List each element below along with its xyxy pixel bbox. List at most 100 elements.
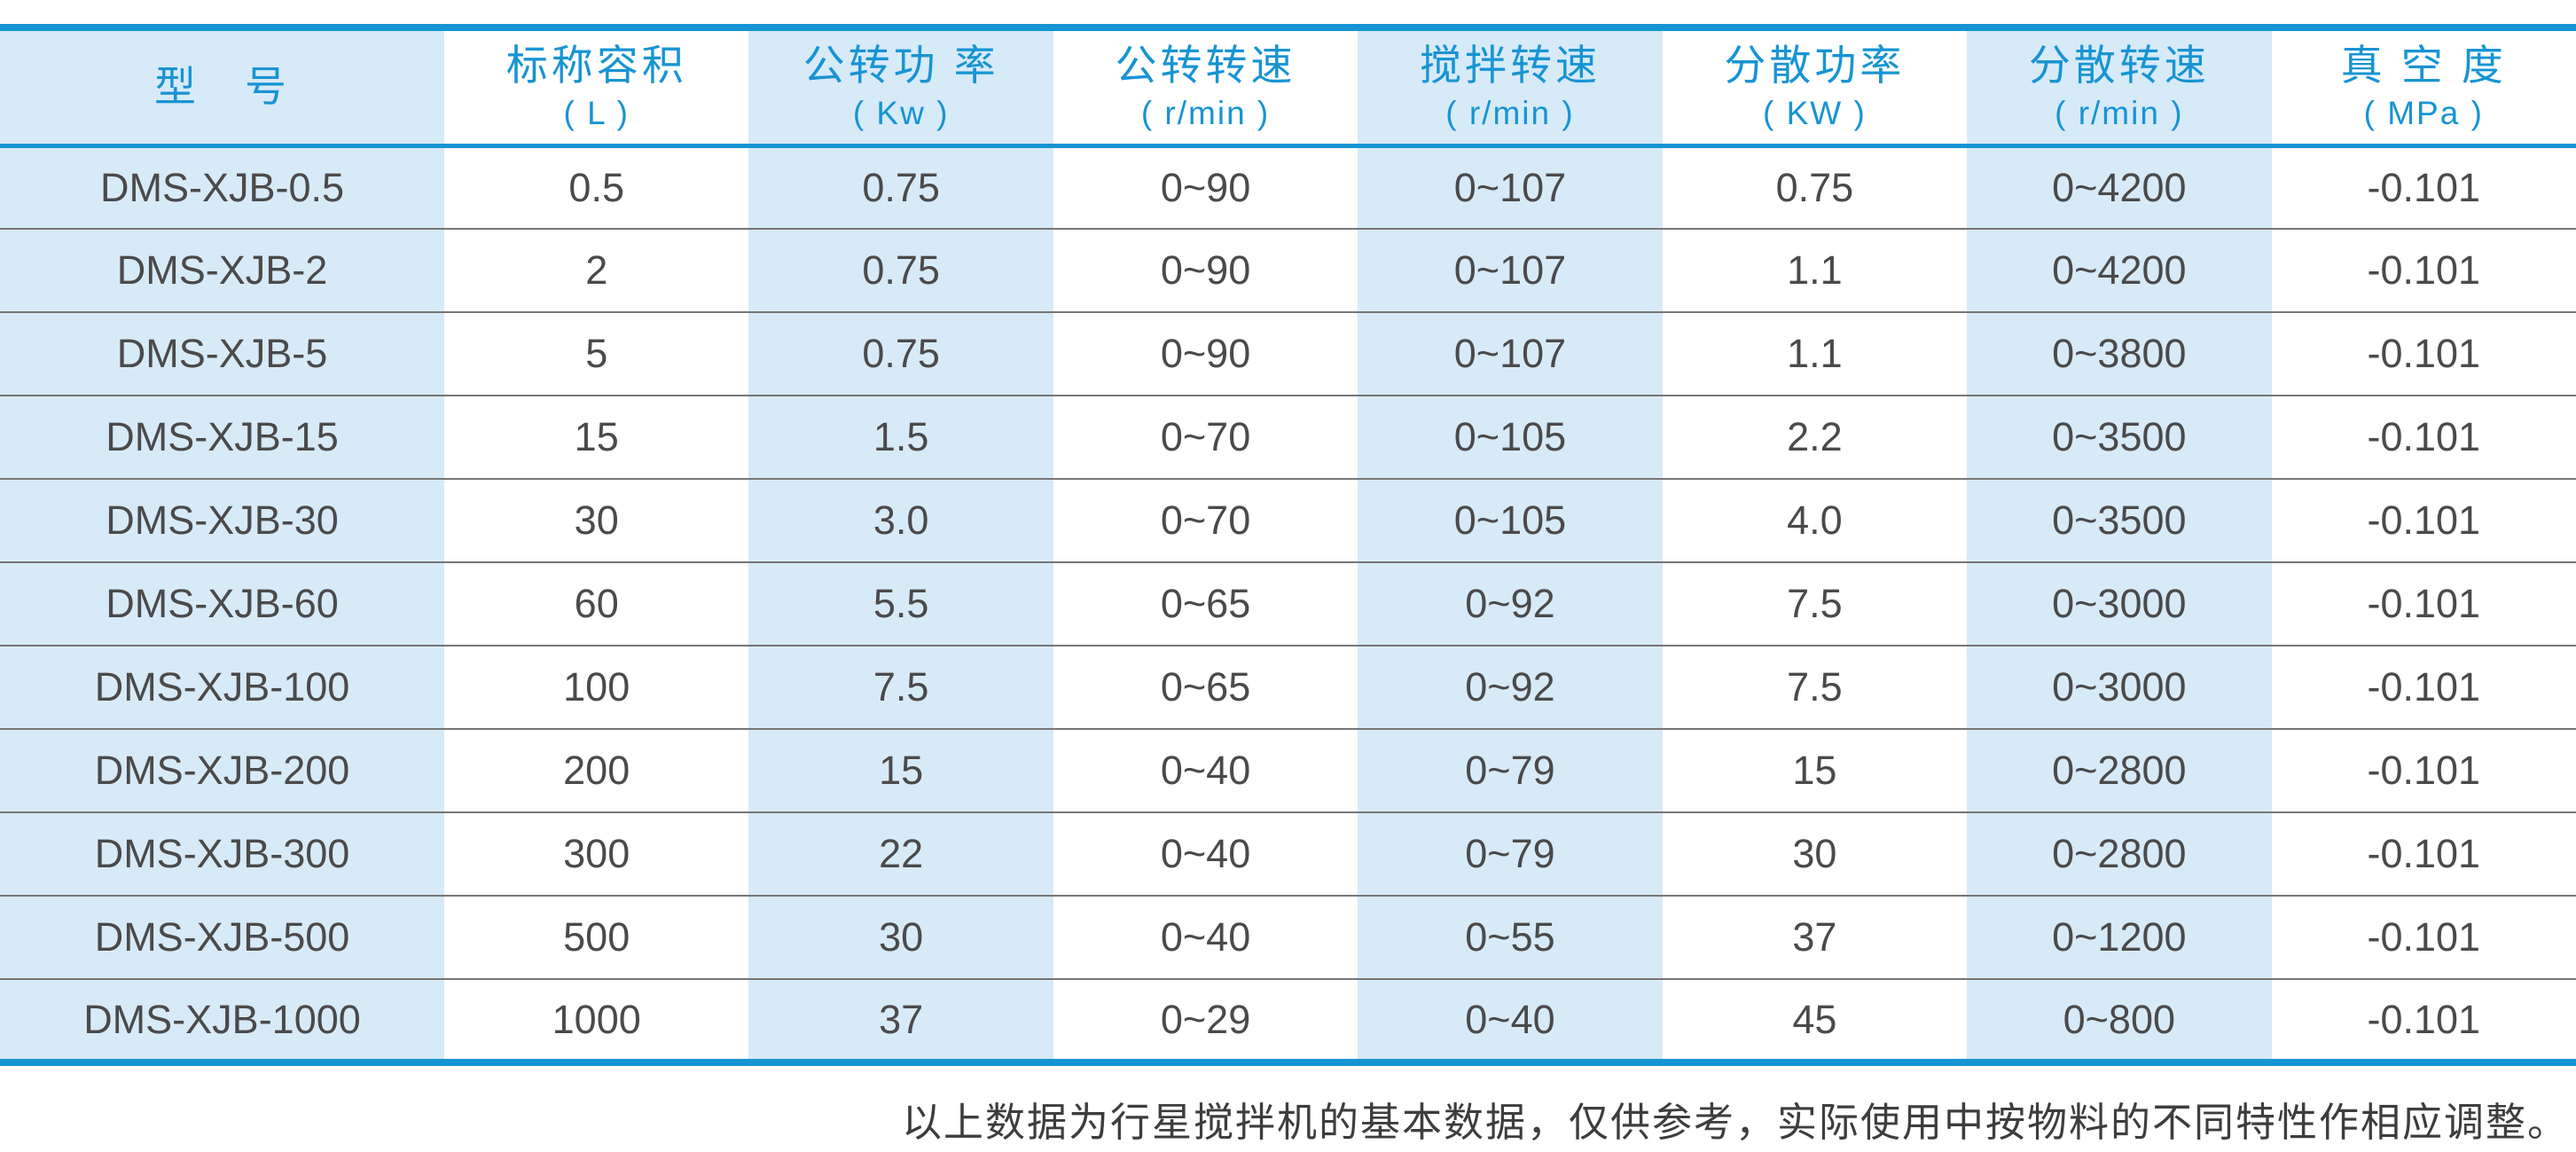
value-cell: 0~40: [1053, 811, 1358, 896]
table-row: DMS-XJB-500 500 30 0~40 0~55 37 0~1200 -0.101: [0, 895, 2576, 979]
model-cell: DMS-XJB-0.5: [99, 164, 345, 210]
header-cell-5: 搅拌转速 ( r/min ): [1358, 27, 1663, 148]
header-cell-6: 分散功率 ( KW ): [1662, 27, 1968, 148]
table-row: DMS-XJB-2 2 0.75 0~90 0~107 1.1 0~4200 -0.101: [0, 228, 2576, 312]
value-cell: 1.1: [1662, 228, 1968, 312]
header-label: 公转功 率: [803, 42, 999, 90]
value-cell: 1.1: [1662, 311, 1968, 396]
table-row: DMS-XJB-100 100 7.5 0~65 0~92 7.5 0~3000 -0.101: [0, 645, 2576, 729]
model-cell: DMS-XJB-5: [0, 311, 444, 396]
model-cell: DMS-XJB-1000: [0, 978, 444, 1062]
value-cell: 30: [748, 895, 1053, 979]
value-cell: 7.5: [1662, 645, 1968, 729]
value-cell: -0.101: [2271, 728, 2576, 812]
table-row: DMS-XJB-300 300 22 0~40 0~79 30 0~2800 -0.101: [0, 811, 2576, 896]
model-cell: DMS-XJB-60: [0, 561, 444, 646]
model-cell: DMS-XJB-200: [0, 728, 444, 812]
value-cell: 1000: [444, 978, 749, 1062]
value-cell: 0.5: [568, 164, 624, 210]
header-label: 标称容积: [505, 42, 687, 90]
header-cell-2: 标称容积 ( L ): [444, 27, 749, 148]
value-cell: 0~2800: [1967, 811, 2272, 896]
header-label: 搅拌转速: [1419, 42, 1601, 90]
value-cell: 0~79: [1358, 811, 1663, 896]
planetary-mixer-spec-table: 型 号标称容积( L ) 公转功 率( Kw ) 公转转速( r/min ) 搅拌转速…: [0, 24, 2576, 1066]
value-cell: 2.2: [1662, 395, 1968, 479]
value-cell: 0~90: [1160, 164, 1251, 210]
header-unit: ( r/min ): [2055, 95, 2184, 132]
table-body: DMS-XJB-0.5 0.5 0.75 0~90 0~107 0.75 0~4200 -0.…: [0, 145, 2576, 1062]
value-cell: 0~92: [1358, 645, 1663, 729]
value-cell: 15: [748, 728, 1053, 812]
header-unit: ( r/min ): [1140, 95, 1271, 132]
value-cell: 2: [444, 228, 749, 312]
value-cell: -0.101: [2271, 895, 2576, 979]
value-cell: 300: [444, 811, 749, 896]
value-cell: 37: [1662, 895, 1968, 979]
value-cell: -0.101: [2271, 811, 2576, 896]
value-cell: 0~79: [1358, 728, 1663, 812]
value-cell: -0.101: [2271, 645, 2576, 729]
value-cell: 0~107: [1358, 228, 1663, 312]
value-cell: 0~3500: [1967, 478, 2272, 562]
value-cell: 0~2800: [1967, 728, 2272, 812]
table-row: DMS-XJB-60 60 5.5 0~65 0~92 7.5 0~3000 -0.101: [0, 561, 2576, 646]
value-cell: 5: [444, 311, 749, 396]
value-cell: 0~40: [1053, 728, 1358, 812]
value-cell: 1.5: [748, 395, 1053, 479]
header-row: 型 号标称容积( L ) 公转功 率( Kw ) 公转转速( r/min ) 搅拌转速…: [0, 27, 2576, 148]
value-cell: 30: [444, 478, 749, 562]
value-cell: 0~92: [1358, 561, 1663, 646]
value-cell: -0.101: [2271, 978, 2576, 1062]
value-cell: 0~800: [1967, 978, 2272, 1062]
header-cell-8: 真 空 度 ( MPa ): [2271, 27, 2576, 148]
table-header: 型 号标称容积( L ) 公转功 率( Kw ) 公转转速( r/min ) 搅拌转速…: [0, 27, 2576, 148]
value-cell: 0~107: [1358, 311, 1663, 396]
value-cell: 500: [444, 895, 749, 979]
value-cell: 0~70: [1053, 478, 1358, 562]
value-cell: 0~29: [1053, 978, 1358, 1062]
model-cell: DMS-XJB-30: [0, 478, 444, 562]
header-label: 分散功率: [1724, 42, 1906, 90]
value-cell: -0.101: [2271, 311, 2576, 396]
value-cell: 0~40: [1358, 978, 1663, 1062]
value-cell: 0~90: [1053, 228, 1358, 312]
value-cell: 100: [444, 645, 749, 729]
header-unit: ( MPa ): [2363, 95, 2484, 132]
model-cell: DMS-XJB-2: [0, 228, 444, 312]
table-row: DMS-XJB-200 200 15 0~40 0~79 15 0~2800 -0.101: [0, 728, 2576, 812]
value-cell: 0.75: [1775, 164, 1854, 210]
table-row: DMS-XJB-0.5 0.5 0.75 0~90 0~107 0.75 0~4200 -0.…: [0, 145, 2576, 229]
value-cell: -0.101: [2271, 561, 2576, 646]
value-cell: 0.75: [748, 228, 1053, 312]
value-cell: 0~105: [1358, 478, 1663, 562]
header-unit: ( r/min ): [1445, 95, 1575, 132]
value-cell: 37: [748, 978, 1053, 1062]
table-row: DMS-XJB-5 5 0.75 0~90 0~107 1.1 0~3800 -0.101: [0, 311, 2576, 396]
header-cell-1: 型 号: [0, 27, 444, 148]
value-cell: 0~4200: [2052, 164, 2187, 210]
value-cell: 0.75: [748, 311, 1053, 396]
header-label: 分散转速: [2028, 42, 2210, 90]
value-cell: -0.101: [2271, 395, 2576, 479]
value-cell: 0.75: [862, 164, 940, 210]
header-cell-3: 公转功 率 ( Kw ): [748, 27, 1053, 148]
value-cell: 45: [1662, 978, 1968, 1062]
header-cell-7: 分散转速 ( r/min ): [1967, 27, 2272, 148]
value-cell: 0~3800: [1967, 311, 2272, 396]
value-cell: 0~90: [1053, 311, 1358, 396]
table-row: DMS-XJB-30 30 3.0 0~70 0~105 4.0 0~3500 -0.101: [0, 478, 2576, 562]
value-cell: 4.0: [1662, 478, 1968, 562]
header-unit: ( Kw ): [852, 95, 950, 132]
value-cell: 0~40: [1053, 895, 1358, 979]
value-cell: 0~55: [1358, 895, 1663, 979]
value-cell: 7.5: [748, 645, 1053, 729]
header-cell-4: 公转转速 ( r/min ): [1053, 27, 1358, 148]
model-cell: DMS-XJB-100: [0, 645, 444, 729]
value-cell: 3.0: [748, 478, 1053, 562]
header-unit: ( L ): [563, 95, 630, 132]
value-cell: 0~65: [1053, 645, 1358, 729]
table-row: DMS-XJB-15 15 1.5 0~70 0~105 2.2 0~3500 -0.101: [0, 395, 2576, 479]
model-cell: DMS-XJB-15: [0, 395, 444, 479]
